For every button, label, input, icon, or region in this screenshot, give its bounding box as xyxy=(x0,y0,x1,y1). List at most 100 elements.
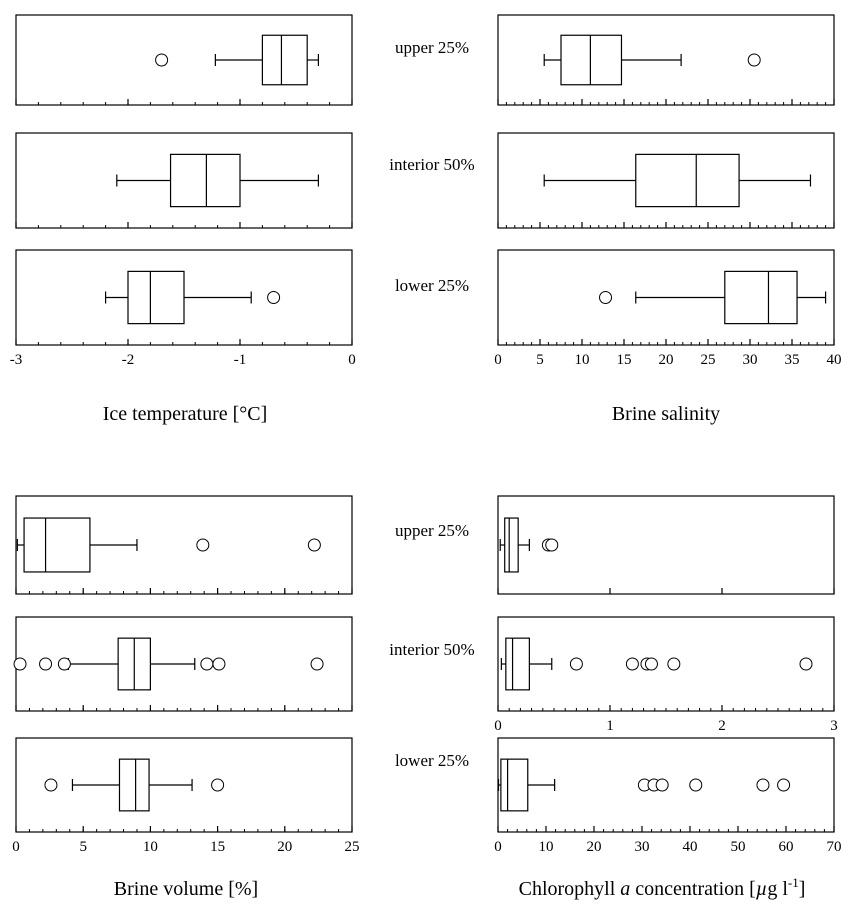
outlier-point xyxy=(13,657,27,671)
tick-label: 40 xyxy=(827,352,842,368)
row-label-top-lower: lower 25% xyxy=(395,276,469,295)
panel-chl-1: 0 1 2 3 xyxy=(494,616,838,734)
tick-label: 25 xyxy=(701,352,716,368)
outlier-point xyxy=(599,291,613,304)
tick-label: 35 xyxy=(785,352,800,368)
panel-sal-1 xyxy=(497,132,835,229)
xlabel-brine-salinity: Brine salinity xyxy=(612,403,720,425)
outlier-point xyxy=(200,657,214,671)
iqr-box xyxy=(23,517,91,573)
row-label-bottom-upper: upper 25% xyxy=(395,521,469,540)
xlabel-chl-sup: -1 xyxy=(788,875,799,890)
outlier-point xyxy=(625,657,639,671)
outlier-point xyxy=(310,657,324,671)
outlier-point xyxy=(644,657,658,671)
outlier-point xyxy=(155,53,169,67)
row-label-top-upper: upper 25% xyxy=(395,38,469,57)
outlier-point xyxy=(747,53,761,67)
panel-frame xyxy=(15,132,353,229)
tick-label: -1 xyxy=(234,352,247,368)
tick-label: 3 xyxy=(830,718,838,734)
outlier-point xyxy=(756,778,770,792)
iqr-box xyxy=(169,153,241,208)
iqr-box xyxy=(127,270,185,325)
panel-ice-0 xyxy=(15,14,353,106)
outlier-point xyxy=(39,657,53,671)
iqr-box xyxy=(560,34,623,86)
tick-label: -3 xyxy=(10,352,23,368)
panel-vol-0 xyxy=(15,495,353,595)
panel-chl-2: 0 10 20 30 40 50 60 70 xyxy=(494,737,842,855)
tick-label: 15 xyxy=(210,839,225,855)
iqr-box xyxy=(500,758,529,812)
panel-frame xyxy=(15,737,353,833)
xlabel-chlorophyll: Chlorophyll a concentration [µg l-1] xyxy=(519,875,806,900)
tick-label: 50 xyxy=(731,839,746,855)
xlabel-brine-volume: Brine volume [%] xyxy=(114,878,258,900)
tick-label: 0 xyxy=(494,352,502,368)
tick-label: 30 xyxy=(743,352,758,368)
outlier-point xyxy=(655,778,669,792)
tick-label: 60 xyxy=(779,839,794,855)
xlabel-chl-prefix: Chlorophyll xyxy=(519,878,621,900)
panel-frame xyxy=(15,14,353,106)
panel-frame xyxy=(15,249,353,346)
tick-label: 0 xyxy=(12,839,20,855)
xlabel-chl-italic: a xyxy=(620,878,630,900)
tick-label: 0 xyxy=(348,352,356,368)
tick-label: 0 xyxy=(494,839,502,855)
iqr-box xyxy=(118,758,150,812)
outlier-point xyxy=(307,538,321,552)
outlier-point xyxy=(44,778,58,792)
tick-label: 70 xyxy=(827,839,842,855)
iqr-box xyxy=(505,637,530,691)
panel-vol-1 xyxy=(13,616,353,712)
tick-label: 5 xyxy=(536,352,544,368)
tick-label: 25 xyxy=(345,839,360,855)
tick-label: -2 xyxy=(122,352,135,368)
tick-label: 20 xyxy=(659,352,674,368)
tick-label: 20 xyxy=(587,839,602,855)
panel-chl-0 xyxy=(497,495,835,595)
panel-sal-2: 0 5 10 15 20 25 30 35 40 xyxy=(494,249,842,368)
tick-label: 40 xyxy=(683,839,698,855)
outlier-point xyxy=(212,657,226,671)
iqr-box xyxy=(635,153,740,208)
xlabel-chl-mu: µ xyxy=(756,878,768,900)
tick-label: 30 xyxy=(635,839,650,855)
outlier-point xyxy=(777,778,791,792)
outlier-point xyxy=(57,657,71,671)
tick-label: 1 xyxy=(606,718,614,734)
tick-label: 5 xyxy=(79,839,87,855)
outlier-point xyxy=(569,657,583,671)
tick-label: 10 xyxy=(575,352,590,368)
iqr-box xyxy=(504,517,519,573)
row-label-bottom-interior: interior 50% xyxy=(389,640,474,659)
panel-frame xyxy=(15,495,353,595)
outlier-point xyxy=(196,538,210,552)
tick-label: 0 xyxy=(494,718,502,734)
panel-ice-2: -3 -2 -1 0 xyxy=(10,249,356,368)
tick-label: 2 xyxy=(718,718,726,734)
panel-sal-0 xyxy=(497,14,835,106)
panel-ice-1 xyxy=(15,132,353,229)
outlier-point xyxy=(799,657,813,671)
tick-label: 10 xyxy=(143,839,158,855)
outlier-point xyxy=(545,538,559,552)
xlabel-chl-middle: concentration [ xyxy=(630,878,756,900)
row-label-bottom-lower: lower 25% xyxy=(395,751,469,770)
outlier-point xyxy=(211,778,225,792)
panel-frame xyxy=(497,495,835,595)
xlabel-ice-temperature: Ice temperature [°C] xyxy=(103,403,268,425)
tick-label: 15 xyxy=(617,352,632,368)
xlabel-chl-end: ] xyxy=(799,878,806,900)
outlier-point xyxy=(689,778,703,792)
outlier-point xyxy=(667,657,681,671)
iqr-box xyxy=(724,270,798,325)
xlabel-chl-unit: g l xyxy=(767,878,788,900)
row-label-top-interior: interior 50% xyxy=(389,155,474,174)
tick-label: 20 xyxy=(277,839,292,855)
outlier-point xyxy=(267,291,281,304)
iqr-box xyxy=(261,34,308,86)
